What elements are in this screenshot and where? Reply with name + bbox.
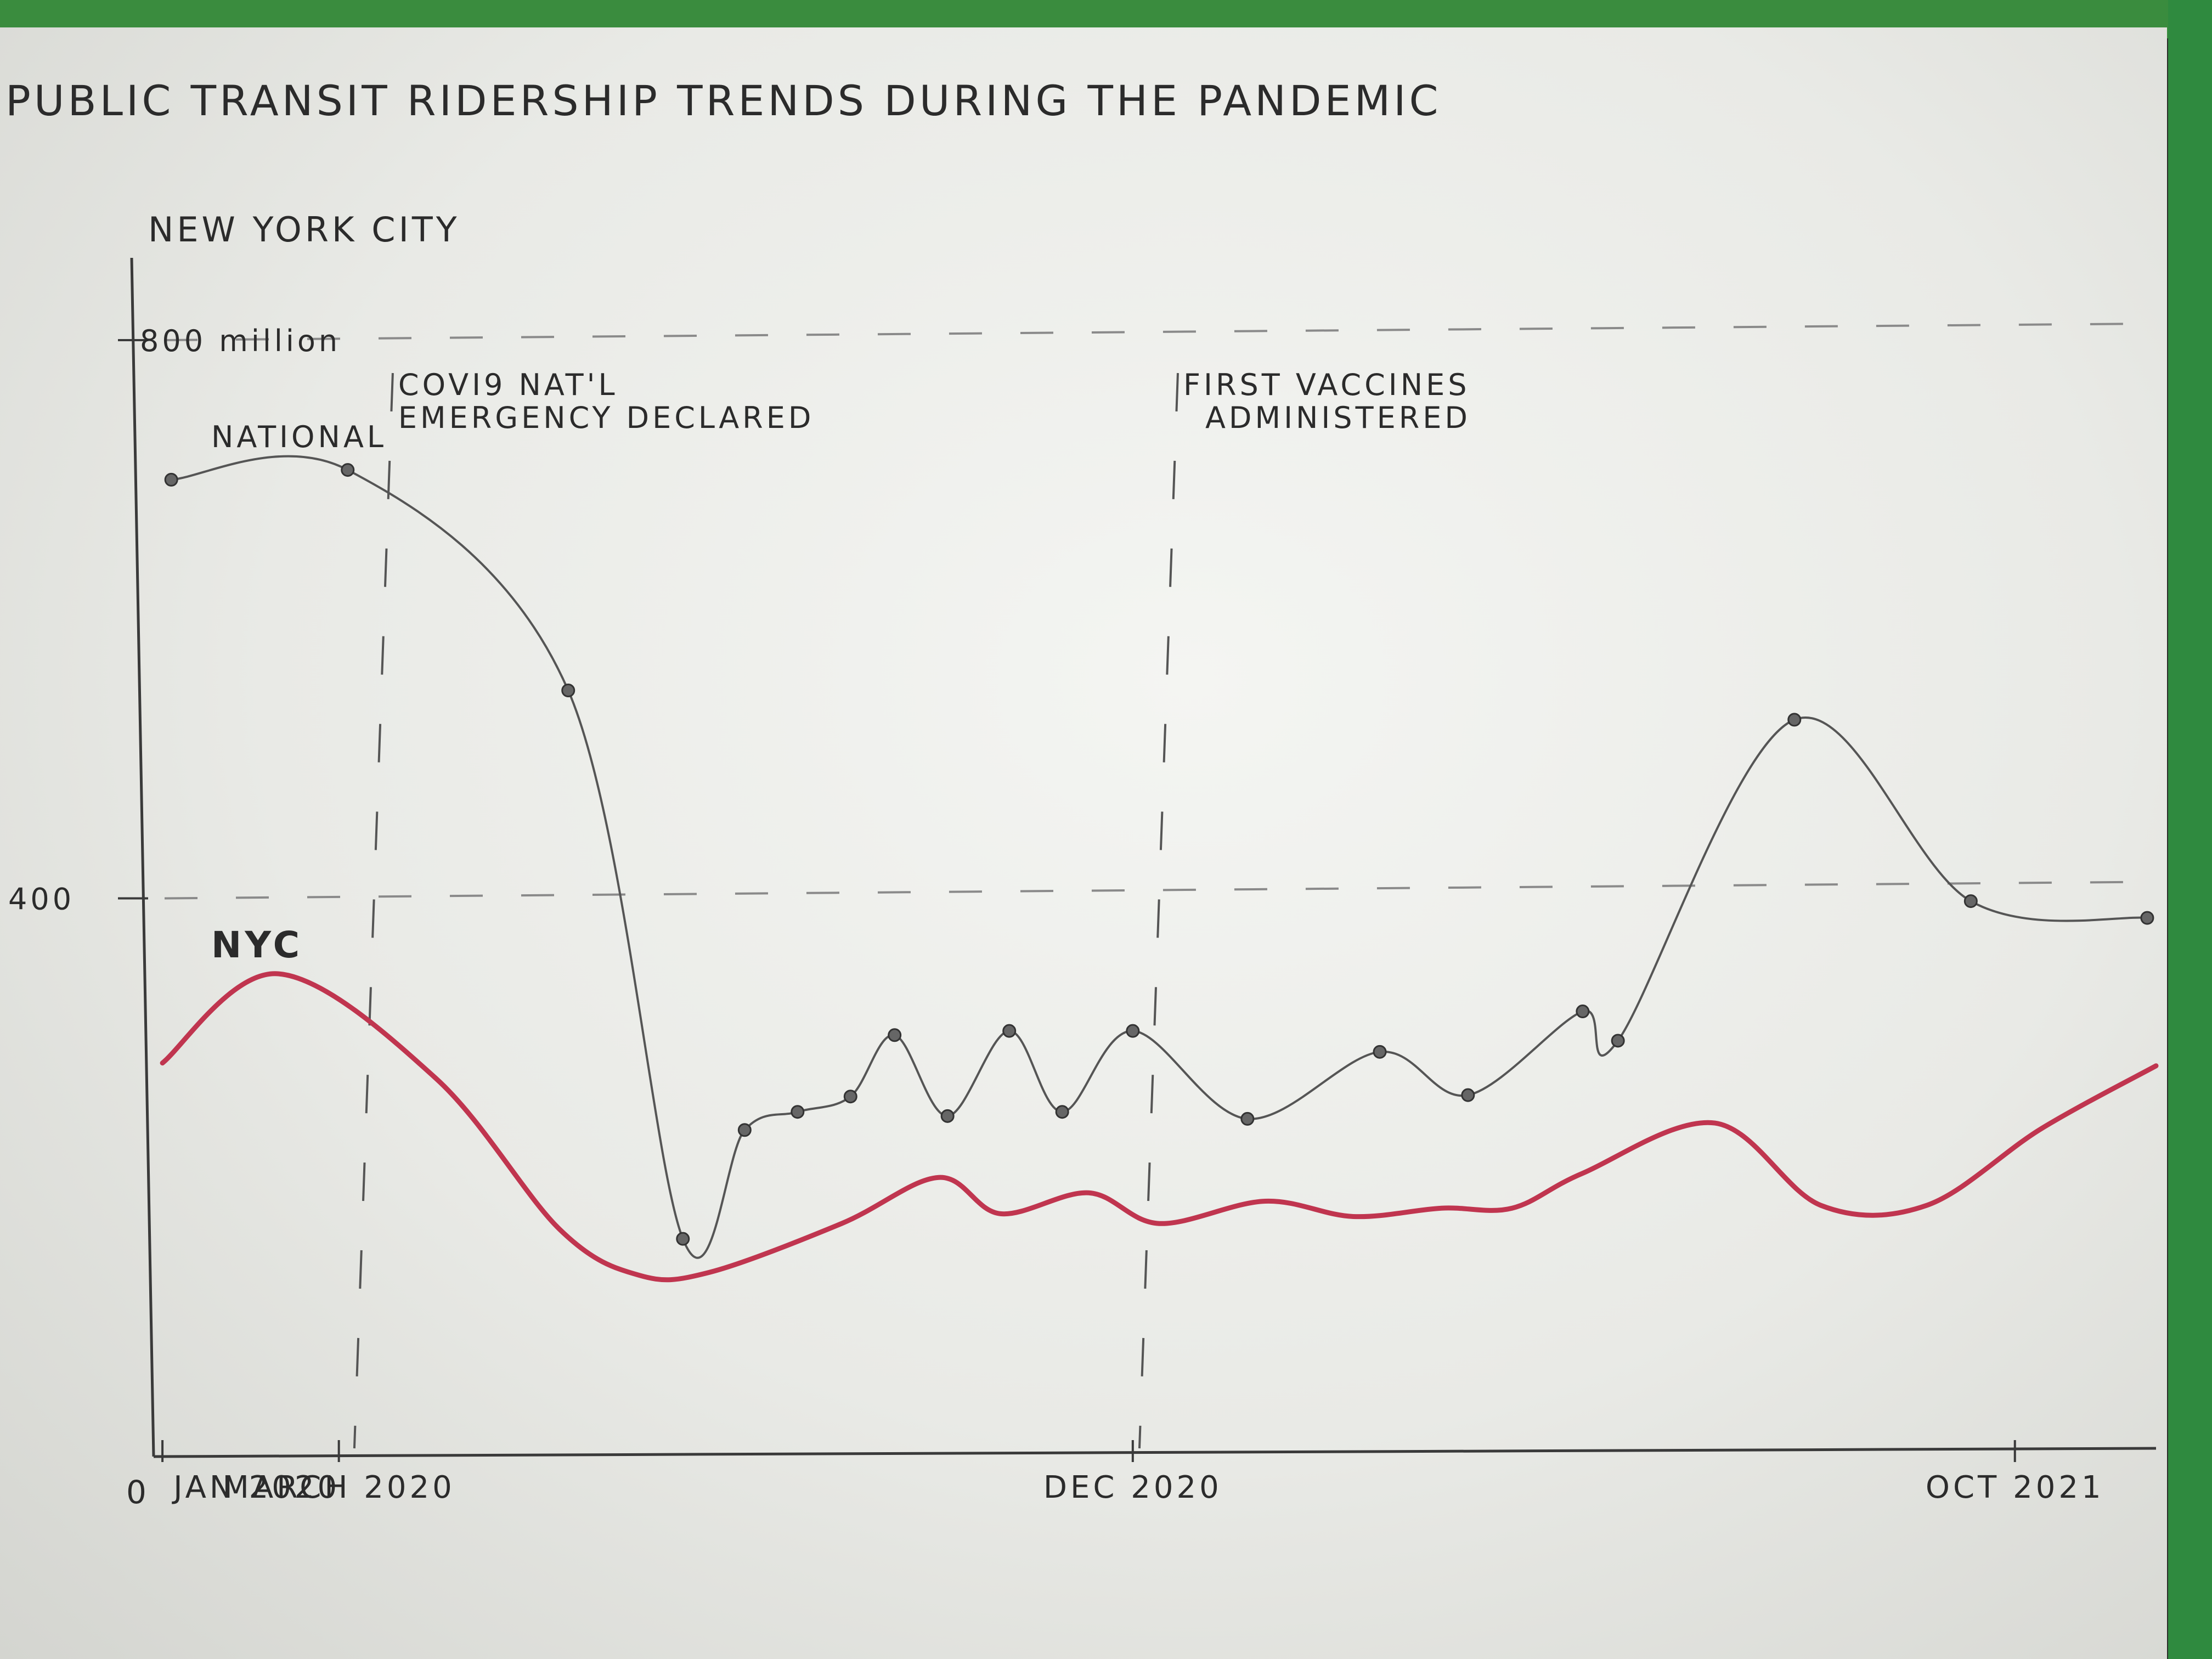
annotation-0-line-1: EMERGENCY DECLARED	[398, 400, 815, 435]
background-edge-right	[2168, 0, 2212, 1659]
national-point-5	[791, 1105, 805, 1119]
x-tick-label-1: MARCH 2020	[223, 1470, 455, 1505]
y-tick-label-0: 0	[126, 1474, 150, 1511]
annotation-1-line-1: ADMINISTERED	[1205, 400, 1471, 435]
national-point-11	[1126, 1024, 1140, 1038]
event-markers	[353, 373, 1179, 1449]
national-point-6	[843, 1090, 857, 1104]
event-line-1	[1138, 373, 1179, 1449]
y-axis	[130, 257, 155, 1457]
paper-sheet	[0, 27, 2167, 1659]
national-point-1	[341, 463, 355, 477]
national-point-15	[1576, 1005, 1590, 1019]
national-point-13	[1373, 1045, 1387, 1059]
series-lines: NATIONAL NYC	[160, 420, 2159, 1283]
annotation-0-line-0: COVI9 NAT'L	[398, 368, 618, 402]
national-point-2	[561, 683, 575, 697]
gridlines	[164, 323, 2146, 900]
y-tick-label-1: 400	[8, 882, 75, 917]
national-point-12	[1240, 1111, 1255, 1126]
gridline-1	[164, 881, 2146, 900]
y-axis-ticks: 0 400 800 million	[8, 324, 341, 1511]
national-point-18	[1963, 894, 1978, 909]
x-tick-label-0: JAN 2020	[172, 1470, 340, 1505]
national-point-10	[1055, 1105, 1069, 1119]
x-tick-label-3: OCT 2021	[1926, 1470, 2104, 1505]
national-point-17	[1787, 713, 1802, 727]
series-label-nyc: NYC	[211, 924, 303, 966]
series-label-national: NATIONAL	[211, 420, 387, 454]
x-tick-label-2: DEC 2020	[1043, 1470, 1222, 1505]
national-point-3	[676, 1232, 690, 1246]
national-point-16	[1611, 1034, 1625, 1048]
national-point-8	[940, 1109, 955, 1123]
event-line-0	[353, 373, 394, 1449]
x-axis	[153, 1447, 2157, 1458]
annotation-1-line-0: FIRST VACCINES	[1183, 368, 1470, 402]
national-point-14	[1461, 1088, 1475, 1102]
series-line-nyc	[160, 971, 2159, 1283]
chart-subtitle: NEW YORK CITY	[148, 210, 460, 250]
series-line-national	[170, 455, 2148, 1259]
gridline-2	[164, 323, 2146, 341]
national-point-7	[888, 1028, 902, 1042]
national-point-19	[2140, 911, 2154, 925]
chart-title: PUBLIC TRANSIT RIDERSHIP TRENDS DURING T…	[5, 76, 1442, 125]
national-point-4	[737, 1123, 752, 1137]
national-point-9	[1002, 1024, 1017, 1038]
national-point-0	[164, 472, 178, 487]
y-tick-label-2: 800 million	[140, 324, 341, 358]
